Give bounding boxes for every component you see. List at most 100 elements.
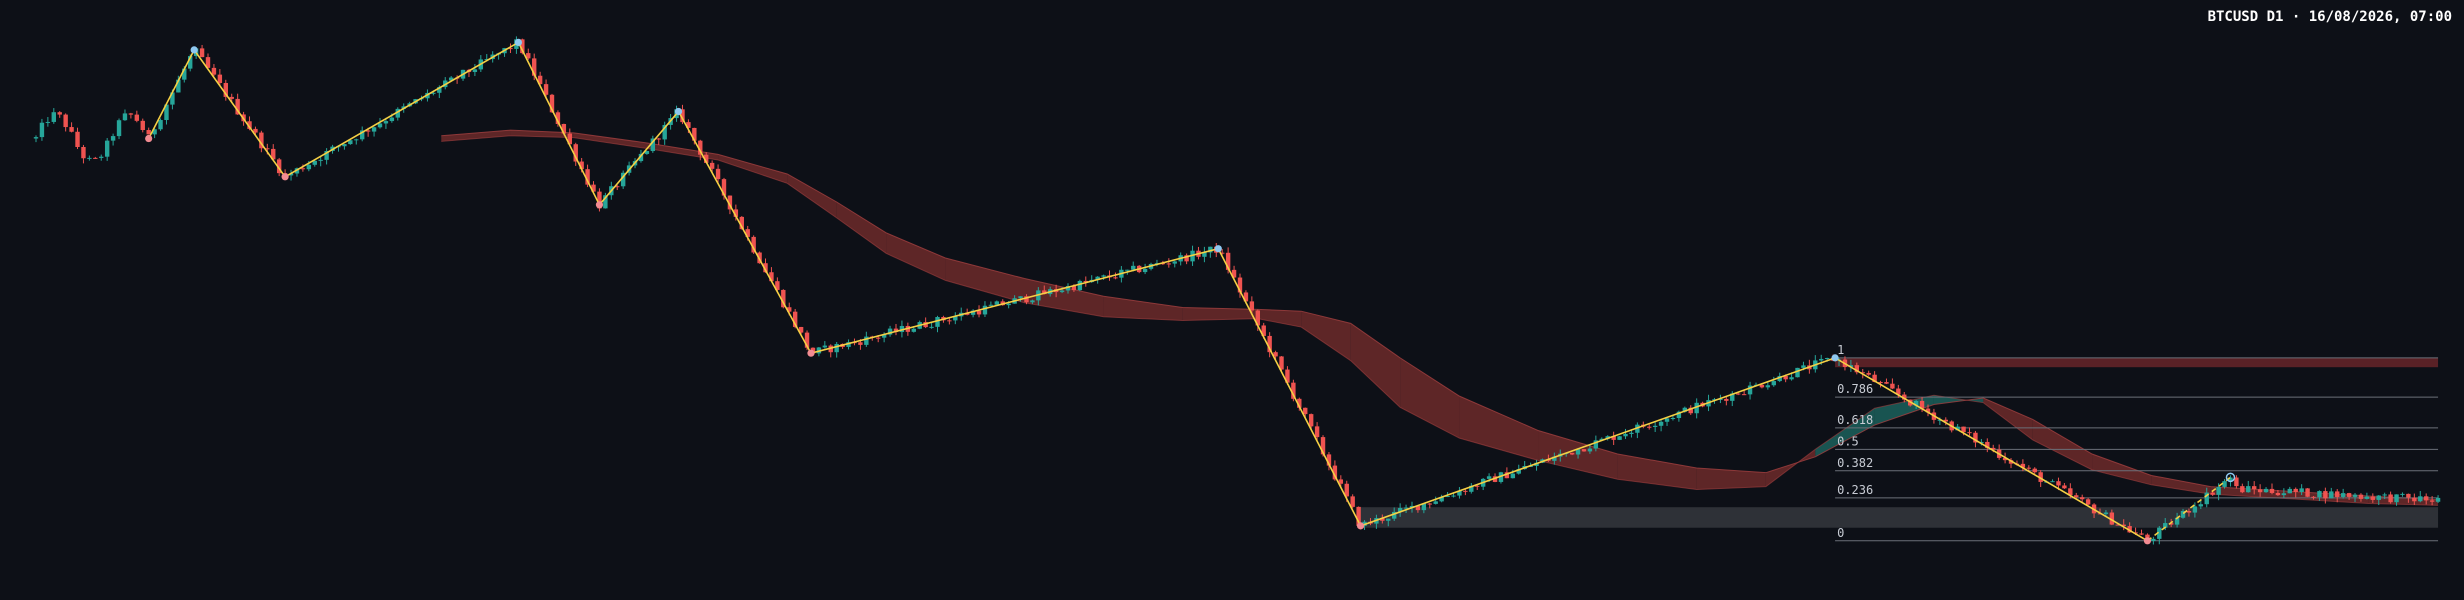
candle-body (1059, 290, 1065, 293)
candle-body (745, 229, 750, 237)
candle-body (1457, 490, 1462, 496)
candle-body (170, 92, 175, 105)
candle-body (276, 159, 282, 174)
candle-body (342, 144, 347, 147)
candle-body (1403, 507, 1409, 509)
candle-body (2394, 494, 2399, 503)
cloud-fast-line (441, 129, 2439, 501)
candle-body (2323, 491, 2328, 499)
candle-body (1623, 433, 1628, 437)
candle-body (2204, 492, 2209, 505)
candle-body (798, 326, 804, 333)
candle-body (2121, 524, 2126, 527)
candle-body (763, 263, 768, 273)
candle-body (2240, 486, 2245, 493)
candle-body (567, 133, 572, 145)
candle-body (970, 310, 976, 315)
candle-body (1445, 496, 1450, 498)
candle-body (1510, 473, 1516, 479)
candle-body (2257, 489, 2263, 493)
candle-body (2163, 523, 2168, 528)
projection-target-point (2225, 472, 2236, 483)
cloud-segment (787, 174, 837, 218)
candle-body (1581, 449, 1587, 452)
candle-body (1783, 375, 1788, 380)
cloud-segment (1983, 398, 2033, 440)
candle-body (1872, 374, 1877, 383)
candle-body (1273, 352, 1278, 357)
candle-body (721, 179, 727, 196)
candle-body (2026, 467, 2032, 469)
candle-body (1670, 418, 1676, 420)
candle-body (2423, 496, 2429, 501)
candle-body (2352, 494, 2358, 497)
candle-body (2139, 533, 2144, 535)
candle-body (140, 120, 145, 131)
candle-body (2388, 494, 2393, 503)
fib-level-label: 0.236 (1837, 483, 1873, 497)
candle-body (1433, 501, 1438, 504)
candle-body (1866, 372, 1871, 375)
swing-low-point (1356, 522, 1365, 530)
candle-body (128, 113, 134, 115)
candle-body (532, 58, 537, 76)
candle-body (324, 151, 329, 160)
candle-body (205, 57, 211, 68)
candle-body (395, 108, 400, 118)
candle-body (2008, 460, 2014, 464)
candle-body (1860, 372, 1865, 374)
ma-cloud (441, 129, 2439, 506)
candle-body (2127, 526, 2132, 533)
candle-body (1006, 303, 1011, 306)
candle-body (1902, 394, 1907, 400)
candle-body (1682, 407, 1688, 412)
candle-body (526, 53, 531, 59)
candle-body (1848, 365, 1854, 367)
candle-body (1819, 358, 1824, 361)
candle-body (288, 173, 294, 176)
candle-body (769, 272, 774, 282)
candle-body (881, 334, 887, 338)
candle-body (1231, 269, 1237, 278)
candle-body (229, 96, 234, 99)
candle-body (953, 316, 958, 321)
cloud-segment (886, 232, 946, 281)
candle-body (1896, 388, 1901, 395)
candle-body (365, 130, 371, 132)
candle-body (1344, 483, 1349, 497)
cloud-segment (1103, 296, 1183, 321)
candle-body (1237, 277, 1243, 293)
candle-body (2418, 496, 2423, 502)
candle-body (2429, 500, 2435, 502)
candle-body (2115, 524, 2120, 526)
candle-body (1356, 506, 1361, 526)
swing-low-point (2143, 537, 2152, 545)
candle-body (146, 130, 151, 135)
cloud-segment (2092, 454, 2152, 485)
candle-body (1854, 365, 1860, 373)
candle-body (2275, 492, 2281, 496)
candle-body (692, 127, 697, 141)
cloud-segment (1400, 357, 1460, 439)
candle-body (1451, 495, 1456, 497)
cloud-segment (1257, 309, 1302, 328)
candle-body (1913, 400, 1919, 406)
candle-body (591, 184, 596, 192)
candle-body (199, 48, 205, 58)
candle-body (1297, 398, 1302, 408)
candle-body (2269, 488, 2275, 493)
candle-body (1131, 265, 1136, 270)
candle-body (1492, 476, 1498, 482)
candle-body (484, 59, 489, 61)
candle-body (2382, 494, 2387, 496)
candle-body (1795, 367, 1800, 378)
swing-low-point (595, 201, 604, 209)
candle-body (2311, 496, 2316, 498)
fib-level-label: 0 (1837, 526, 1844, 540)
candle-body (253, 128, 258, 133)
candle-body (1652, 425, 1658, 427)
candle-body (1469, 485, 1474, 492)
candle-body (2412, 497, 2417, 502)
